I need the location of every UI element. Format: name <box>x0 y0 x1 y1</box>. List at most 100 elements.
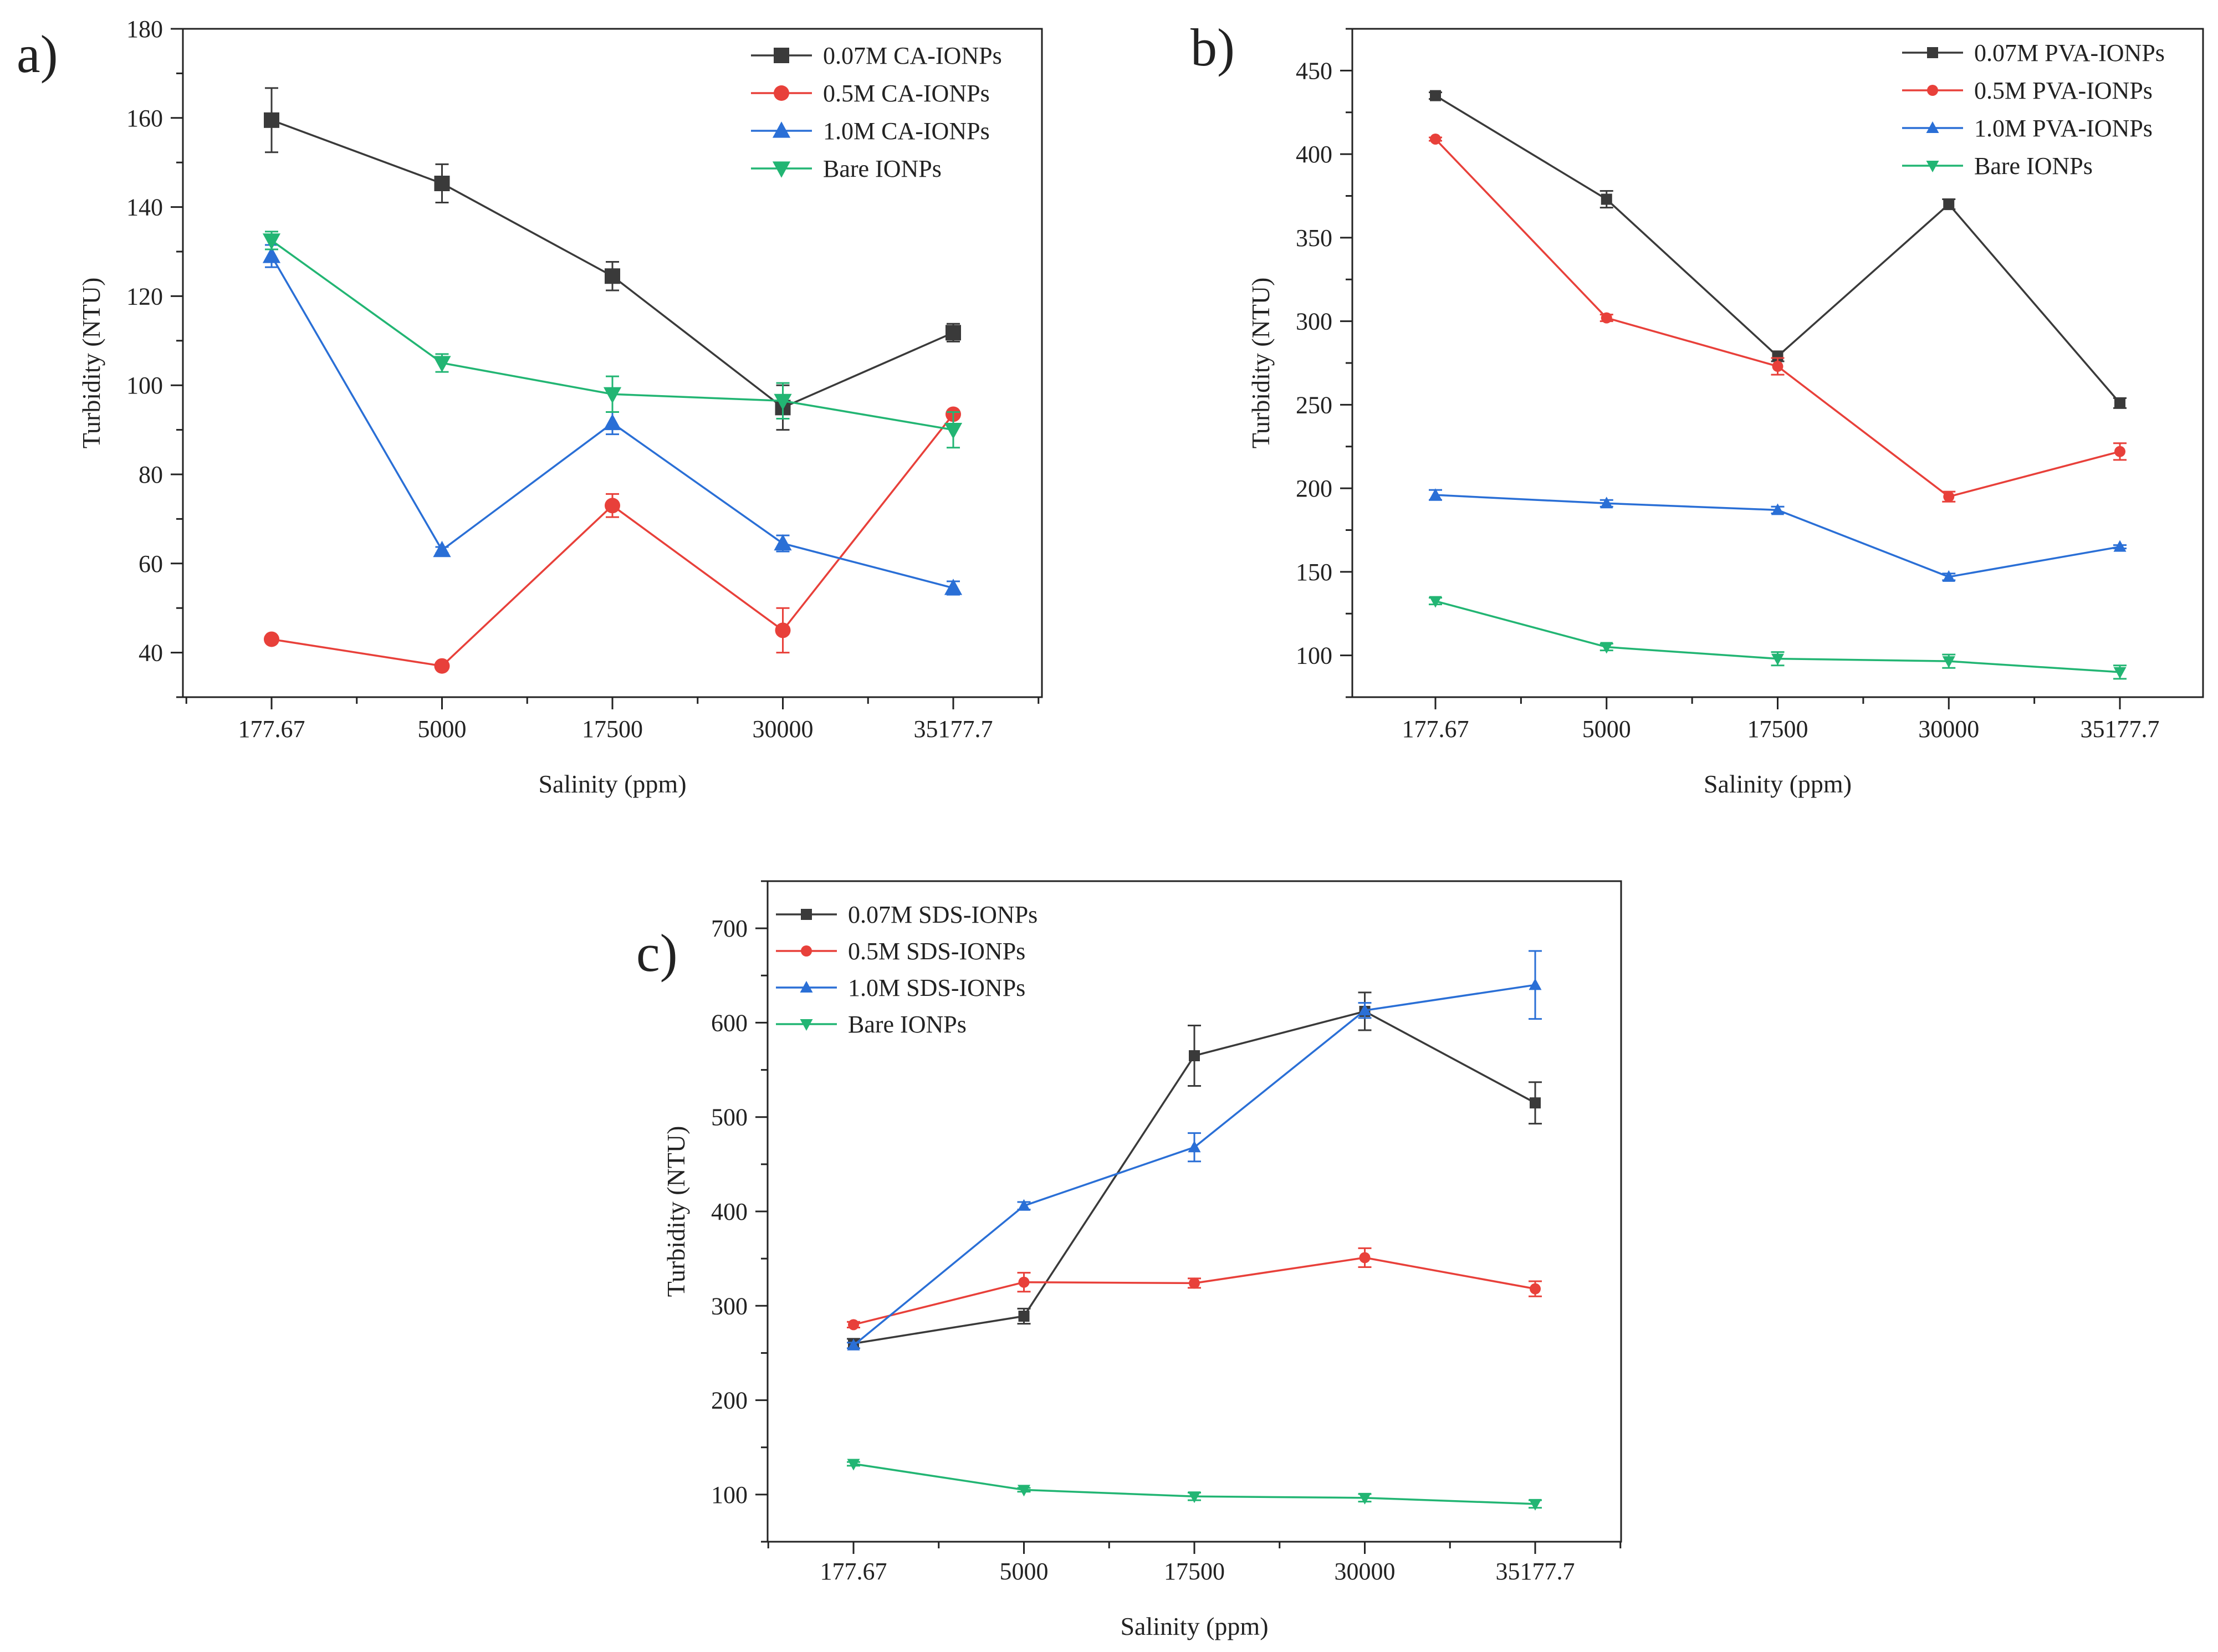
data-point <box>603 387 622 404</box>
x-tick-label: 17500 <box>1164 1558 1225 1585</box>
legend-marker <box>801 945 812 957</box>
data-point <box>1943 198 1955 210</box>
legend-marker <box>772 161 791 178</box>
legend-marker <box>801 909 812 920</box>
y-tick-label: 300 <box>711 1292 748 1319</box>
data-point <box>1601 312 1612 324</box>
data-point <box>775 622 791 638</box>
data-point <box>264 112 279 128</box>
x-tick-label: 35177.7 <box>1496 1558 1575 1585</box>
data-point <box>848 1319 859 1331</box>
y-tick-label: 200 <box>1296 475 1332 502</box>
data-point <box>1358 1492 1371 1505</box>
x-tick-label: 17500 <box>582 715 643 743</box>
y-tick-label: 100 <box>126 372 163 399</box>
legend-marker <box>774 48 789 63</box>
y-tick-label: 100 <box>1296 642 1332 669</box>
legend-label: Bare IONPs <box>823 155 942 182</box>
series-group <box>262 231 963 449</box>
data-point <box>1942 656 1955 668</box>
legend-label: 0.5M CA-IONPs <box>823 80 990 107</box>
legend-marker <box>1927 85 1938 96</box>
legend-label: 1.0M CA-IONPs <box>823 117 990 145</box>
data-point <box>1771 653 1784 666</box>
panel-b-chart: b) 100 150 200 250 300 350 400 450 177.67 5000 175… <box>1190 18 2204 798</box>
y-axis-title: Turbidity (NTU) <box>77 278 105 449</box>
y-tick-label: 450 <box>1296 57 1332 84</box>
data-point <box>433 540 451 558</box>
data-point <box>262 247 281 263</box>
legend-label: 1.0M PVA-IONPs <box>1974 115 2153 142</box>
data-point <box>1942 570 1955 582</box>
data-point <box>944 579 963 595</box>
data-point <box>1600 497 1613 509</box>
data-point <box>1530 1283 1541 1295</box>
y-tick-label: 180 <box>126 16 163 43</box>
legend-label: 1.0M SDS-IONPs <box>848 974 1025 1001</box>
series-group <box>262 244 963 596</box>
series-group <box>1429 133 2127 503</box>
legend-label: 0.5M PVA-IONPs <box>1974 77 2153 104</box>
x-tick-label: 30000 <box>753 715 814 743</box>
y-tick-label: 250 <box>1296 391 1332 418</box>
y-tick-label: 150 <box>1296 559 1332 586</box>
data-point <box>1601 193 1612 205</box>
x-tick-label: 177.67 <box>1402 715 1469 743</box>
y-tick-label: 120 <box>126 283 163 310</box>
data-point <box>1188 1491 1201 1503</box>
data-point <box>262 233 281 250</box>
data-point <box>1018 1485 1030 1497</box>
panel-label-a: a) <box>17 24 58 84</box>
x-tick-label: 5000 <box>1000 1558 1049 1585</box>
x-tick-label: 30000 <box>1335 1558 1396 1585</box>
data-point <box>1018 1311 1030 1322</box>
y-tick-label: 100 <box>711 1481 748 1508</box>
legend-marker <box>774 85 789 101</box>
y-tick-label: 80 <box>139 461 163 488</box>
data-point <box>434 175 450 191</box>
x-axis-title: Salinity (ppm) <box>1120 1612 1268 1640</box>
legend-label: 0.07M PVA-IONPs <box>1974 39 2165 67</box>
data-point <box>847 1338 860 1351</box>
panel-c-chart: c) 100 200 300 400 500 600 700 177.67 5000 17500 3… <box>636 880 1622 1640</box>
y-tick-label: 60 <box>139 550 163 577</box>
y-tick-label: 400 <box>711 1198 748 1225</box>
data-point <box>1430 90 1441 101</box>
data-point <box>2113 540 2127 552</box>
data-point <box>1018 1276 1030 1288</box>
x-axis-title: Salinity (ppm) <box>538 770 686 798</box>
data-point <box>1018 1199 1030 1211</box>
series-group <box>1429 488 2127 582</box>
series-group <box>847 1459 1542 1511</box>
data-point <box>1772 361 1783 372</box>
data-point <box>946 325 961 341</box>
series-group <box>847 1247 1542 1331</box>
x-tick-label: 5000 <box>418 715 467 743</box>
data-point <box>1771 503 1784 515</box>
series-group <box>1429 596 2127 680</box>
panel-a-chart: a) 40 60 80 100 120 140 160 180 177.67 5000 17500 3… <box>17 16 1043 798</box>
data-point <box>1943 491 1955 503</box>
data-point <box>2114 397 2125 409</box>
data-point <box>1530 1097 1541 1109</box>
data-point <box>603 413 622 431</box>
y-tick-label: 200 <box>711 1387 748 1414</box>
series-group <box>847 950 1542 1351</box>
legend-marker <box>1927 47 1938 58</box>
data-point <box>774 534 792 551</box>
panel-label-c: c) <box>636 923 678 983</box>
data-point <box>1429 488 1442 500</box>
legend-label: 0.07M CA-IONPs <box>823 42 1002 69</box>
legend-label: Bare IONPs <box>1974 152 2093 180</box>
legend-label: 0.5M SDS-IONPs <box>848 938 1025 965</box>
data-point <box>847 1459 860 1471</box>
x-tick-label: 177.67 <box>238 715 305 743</box>
y-tick-label: 700 <box>711 915 748 942</box>
data-point <box>1430 133 1441 145</box>
series-group <box>1429 90 2127 409</box>
legend-label: 0.07M SDS-IONPs <box>848 901 1038 928</box>
data-point <box>1529 1498 1542 1511</box>
legend-marker <box>800 981 813 993</box>
x-tick-label: 5000 <box>1582 715 1631 743</box>
y-axis-title: Turbidity (NTU) <box>1246 278 1275 449</box>
